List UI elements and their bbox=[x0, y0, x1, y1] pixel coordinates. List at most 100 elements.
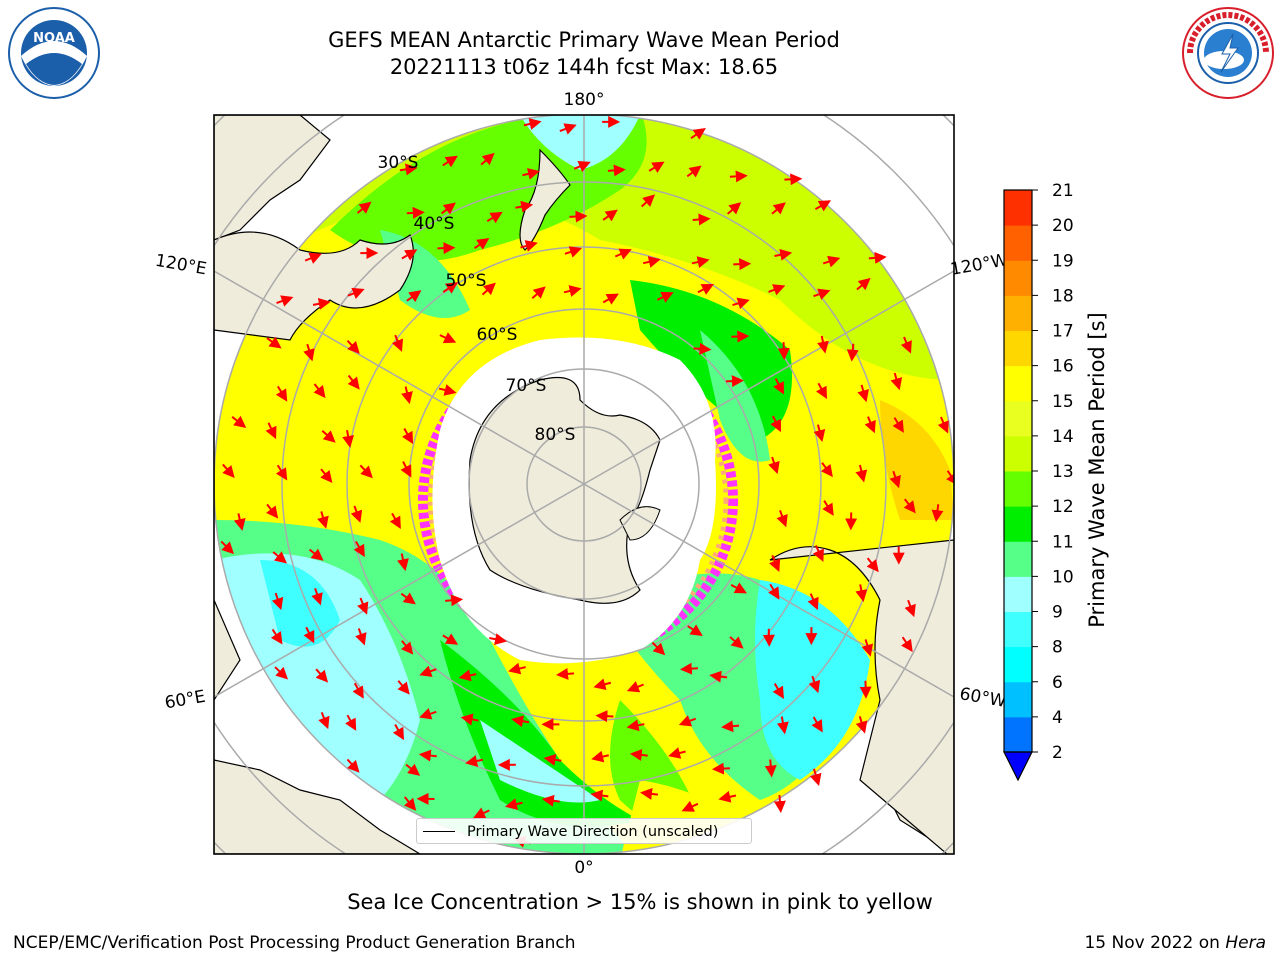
wave-direction-arrow bbox=[772, 683, 784, 700]
wave-direction-arrow bbox=[313, 383, 326, 399]
wave-direction-arrow bbox=[903, 498, 916, 514]
wave-direction-arrow bbox=[656, 291, 674, 303]
wave-direction-arrow bbox=[590, 789, 609, 802]
wave-direction-arrow bbox=[774, 248, 793, 261]
wave-direction-arrow bbox=[697, 283, 714, 295]
wave-direction-arrow bbox=[311, 588, 323, 606]
wave-direction-arrow bbox=[399, 163, 418, 176]
wave-direction-arrow bbox=[771, 202, 786, 215]
wave-direction-arrow bbox=[861, 639, 874, 657]
wave-direction-arrow bbox=[308, 548, 324, 561]
wave-direction-arrow bbox=[808, 675, 821, 694]
legend-line-swatch bbox=[423, 831, 455, 832]
wave-direction-arrow bbox=[419, 708, 437, 720]
chart-subtitle: 20221113 t06z 144h fcst Max: 18.65 bbox=[389, 55, 779, 79]
colorbar-bin bbox=[1004, 400, 1032, 437]
wave-direction-arrow bbox=[711, 762, 730, 775]
wave-direction-arrow bbox=[768, 583, 780, 600]
wave-direction-arrow bbox=[855, 584, 868, 603]
svg-text:NOAA: NOAA bbox=[33, 31, 75, 46]
footer-date: 15 Nov 2022 on Hera bbox=[1084, 933, 1266, 953]
wave-direction-arrow bbox=[718, 790, 737, 803]
wave-direction-arrow bbox=[442, 282, 459, 294]
wave-direction-arrow bbox=[693, 342, 712, 355]
colorbar-bin bbox=[1004, 716, 1032, 753]
wave-direction-arrow bbox=[813, 288, 831, 300]
wave-direction-arrow bbox=[400, 461, 412, 478]
wave-direction-arrow bbox=[400, 592, 416, 605]
wave-direction-arrow bbox=[406, 290, 422, 303]
wave-direction-arrow bbox=[857, 384, 869, 403]
wave-direction-arrow bbox=[686, 165, 702, 178]
colorbar-bin bbox=[1004, 681, 1032, 718]
parallel-label-30s: 30°S bbox=[378, 153, 419, 173]
wave-direction-arrow bbox=[352, 682, 364, 699]
map-frame bbox=[213, 114, 955, 855]
legend: Primary Wave Direction (unscaled) bbox=[416, 818, 752, 844]
wave-direction-arrows bbox=[220, 115, 954, 848]
colorbar-tick-label: 16 bbox=[1052, 357, 1074, 377]
meridian-label-bottom: 0° bbox=[574, 858, 593, 878]
sea-ice-note: Sea Ice Concentration > 15% is shown in … bbox=[347, 890, 933, 914]
wave-direction-arrow bbox=[489, 633, 507, 646]
wave-direction-arrow bbox=[520, 240, 538, 252]
colorbar-tick-label: 6 bbox=[1052, 673, 1063, 693]
wave-direction-arrow bbox=[776, 716, 789, 735]
wave-direction-arrow bbox=[419, 665, 437, 677]
wave-direction-arrow bbox=[733, 258, 752, 271]
wave-direction-arrow bbox=[265, 422, 277, 440]
wave-direction-arrow bbox=[822, 255, 841, 268]
wave-direction-arrow bbox=[460, 713, 479, 726]
wave-direction-arrow bbox=[731, 330, 750, 343]
colorbar-tick-label: 17 bbox=[1052, 322, 1074, 342]
wave-direction-arrow bbox=[813, 424, 826, 443]
wave-direction-arrow bbox=[401, 640, 414, 655]
wave-direction-arrow bbox=[681, 800, 699, 812]
colorbar-bin bbox=[1004, 506, 1032, 542]
wave-direction-arrow bbox=[355, 628, 367, 646]
colorbar-bin bbox=[1004, 646, 1032, 683]
wave-direction-arrow bbox=[403, 796, 417, 811]
wave-direction-arrow bbox=[359, 464, 373, 479]
wave-direction-arrow bbox=[270, 628, 283, 645]
wave-direction-arrow bbox=[892, 417, 904, 433]
wave-direction-arrow bbox=[522, 168, 540, 180]
wave-direction-arrow bbox=[602, 293, 619, 305]
meridian-label-right-lower: 60°W bbox=[958, 684, 1008, 712]
colorbar-bin bbox=[1004, 260, 1032, 296]
wave-direction-arrow bbox=[776, 510, 788, 528]
wave-direction-arrow bbox=[222, 463, 235, 478]
wave-direction-arrow bbox=[641, 194, 656, 208]
wave-direction-arrow bbox=[900, 336, 912, 354]
wave-direction-arrow bbox=[271, 592, 284, 611]
wave-direction-arrow bbox=[817, 335, 829, 354]
wave-direction-arrow bbox=[392, 724, 404, 741]
wave-direction-arrow bbox=[773, 795, 786, 814]
wave-direction-arrow bbox=[773, 378, 784, 395]
wave-direction-arrow bbox=[274, 666, 289, 680]
colorbar-bin bbox=[1004, 471, 1032, 507]
colorbar-under-triangle bbox=[1003, 751, 1033, 782]
parallel-label-40s: 40°S bbox=[414, 214, 455, 234]
wave-direction-arrow bbox=[651, 641, 666, 656]
colorbar-tick-label: 21 bbox=[1052, 181, 1074, 201]
colorbar-tick-label: 19 bbox=[1052, 251, 1074, 271]
wave-direction-arrow bbox=[481, 282, 496, 296]
wave-direction-arrow bbox=[347, 287, 365, 300]
nws-logo bbox=[1182, 7, 1274, 99]
wave-direction-arrow bbox=[353, 541, 365, 558]
colorbar-tick-label: 20 bbox=[1052, 216, 1074, 236]
wave-direction-arrow bbox=[726, 202, 742, 215]
wave-direction-arrow bbox=[678, 715, 697, 727]
wave-direction-arrow bbox=[276, 295, 294, 307]
wave-direction-arrow bbox=[304, 252, 322, 264]
polar-map: 180° 0° 120°E 120°W 60°E 60°W 30°S 40°S … bbox=[154, 90, 1109, 878]
footer-host: Hera bbox=[1225, 933, 1266, 953]
footer-date-text: 15 Nov 2022 on bbox=[1084, 933, 1226, 953]
colorbar-bin bbox=[1004, 365, 1032, 402]
wave-direction-arrow bbox=[812, 545, 824, 562]
meridian-label-top: 180° bbox=[564, 90, 605, 110]
colorbar-tick-label: 4 bbox=[1052, 708, 1063, 728]
wave-direction-arrow bbox=[486, 211, 503, 224]
wave-direction-arrow bbox=[692, 213, 711, 226]
